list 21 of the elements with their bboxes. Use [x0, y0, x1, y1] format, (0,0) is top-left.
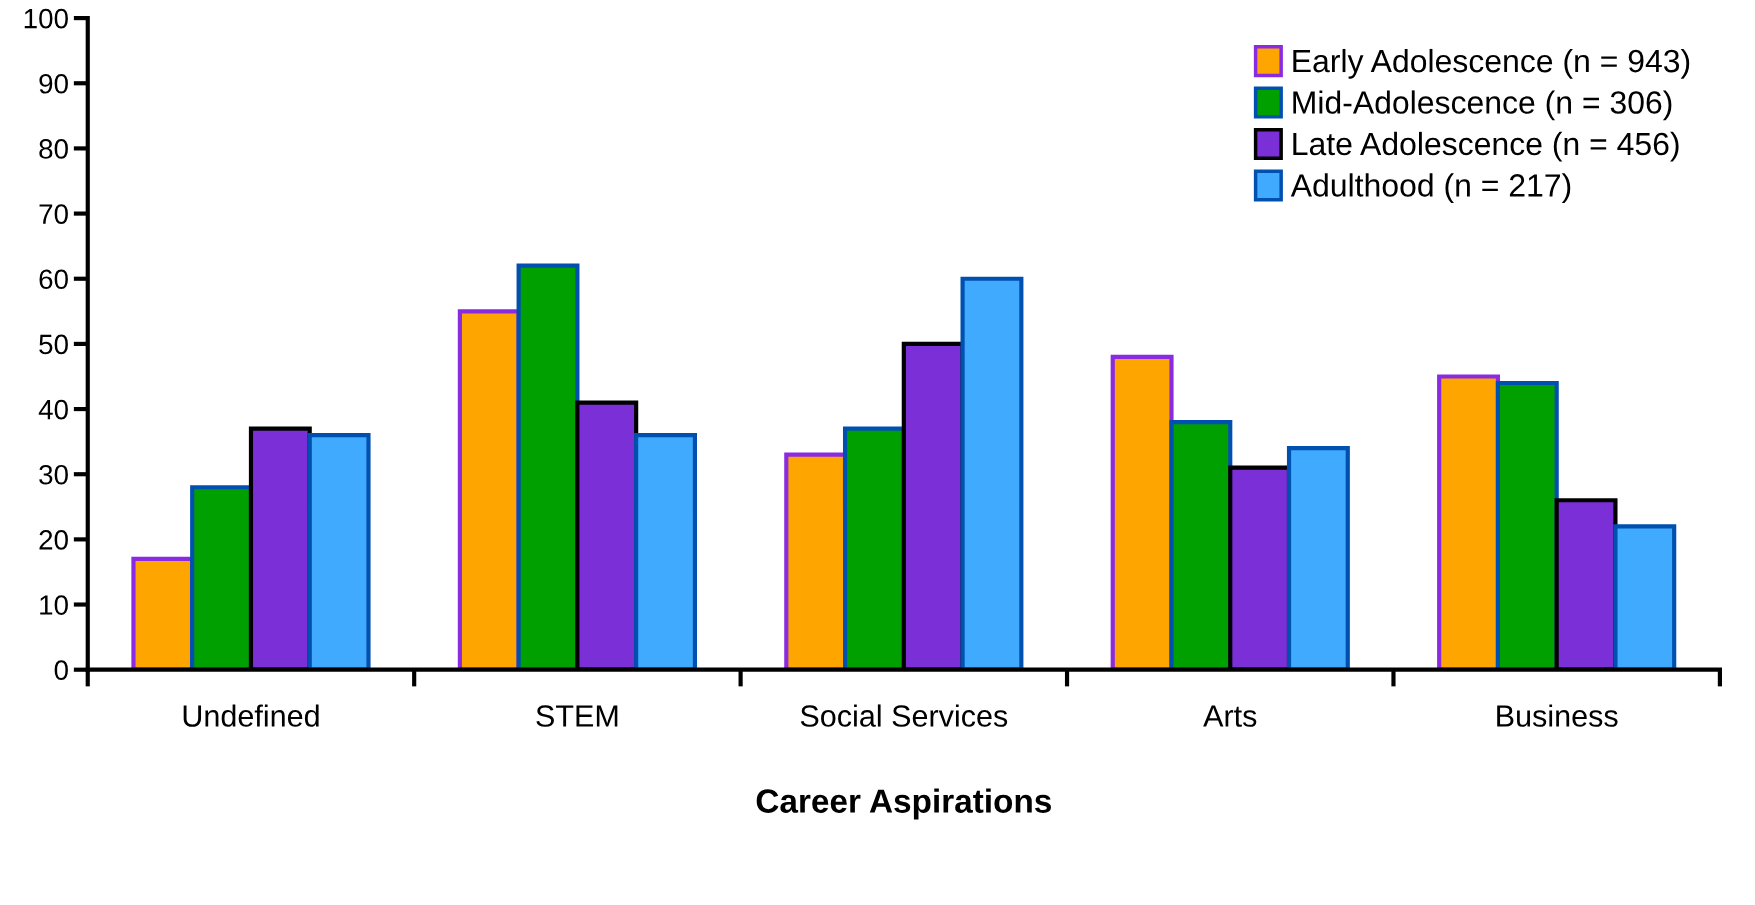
x-tick-label: Social Services — [800, 704, 1008, 727]
y-tick-label: 90 — [39, 73, 68, 94]
y-tick-label: 100 — [24, 8, 68, 29]
y-tick-label: 10 — [40, 595, 68, 615]
x-axis-title: Career Aspirations — [756, 788, 1051, 820]
x-tick-label: Business — [1497, 704, 1618, 727]
x-tick-label: Undefined — [183, 704, 319, 727]
y-tick-label: 30 — [39, 464, 68, 485]
y-tick-label: 80 — [39, 139, 68, 159]
legend-label: Early Adolescence (n = 943) — [1293, 48, 1690, 79]
x-tick-label: STEM — [536, 705, 618, 727]
x-tick-label: Arts — [1203, 705, 1257, 727]
legend-label: Late Adolescence (n = 456) — [1293, 131, 1679, 162]
y-tick-label: 70 — [39, 204, 68, 224]
y-tick-label: 50 — [39, 334, 68, 355]
y-tick-label: 0 — [54, 660, 68, 681]
legend-label: Mid-Adolescence (n = 306) — [1293, 90, 1672, 121]
y-tick-label: 20 — [39, 530, 68, 550]
legend-label: Adulthood (n = 217) — [1290, 173, 1571, 204]
y-tick-label: 60 — [39, 269, 68, 290]
y-tick-label: 40 — [38, 399, 68, 420]
